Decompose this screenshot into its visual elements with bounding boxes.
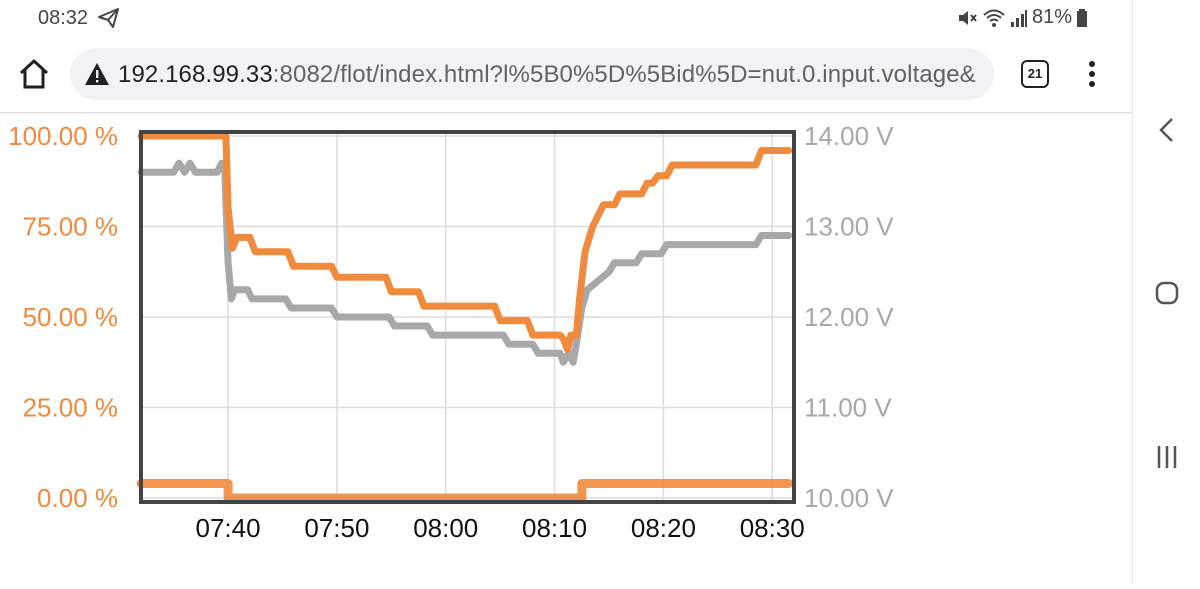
url-text[interactable]: 192.168.99.33:8082/flot/index.html?l%5B0… <box>118 61 976 89</box>
home-circle-icon[interactable] <box>1150 276 1184 310</box>
y-right-tick-label: 10.00 V <box>804 483 894 513</box>
y-right-tick-label: 12.00 V <box>804 302 894 332</box>
x-tick-label: 08:00 <box>413 513 478 543</box>
battery-icon <box>1077 8 1087 27</box>
url-path: :8082/flot/index.html?l%5B0%5D%5Bid%5D=n… <box>272 61 976 88</box>
battery-percent: 81% <box>1031 6 1072 28</box>
y-right-tick-label: 11.00 V <box>804 393 892 423</box>
home-icon[interactable] <box>18 58 50 90</box>
signal-icon <box>1010 9 1027 27</box>
browser-toolbar: 192.168.99.33:8082/flot/index.html?l%5B0… <box>0 36 1132 113</box>
status-series-line <box>136 479 794 503</box>
telegram-send-icon <box>98 8 119 28</box>
warning-icon[interactable] <box>84 62 110 86</box>
url-host: 192.168.99.33 <box>118 61 273 88</box>
chart-grid <box>141 132 794 502</box>
status-icons: 81% <box>956 6 1088 29</box>
chart-labels: 07:40 07:50 08:00 08:10 08:20 08:30 0.00 % 25.0… <box>8 121 894 543</box>
x-tick-label: 08:30 <box>740 513 805 543</box>
y-left-tick-label: 100.00 % <box>8 121 118 151</box>
back-icon[interactable] <box>1150 113 1184 147</box>
y-right-tick-label: 14.00 V <box>804 121 894 151</box>
x-tick-label: 08:20 <box>631 513 696 543</box>
mute-icon <box>958 10 977 25</box>
flot-chart: 07:40 07:50 08:00 08:10 08:20 08:30 0.00 % 25.0… <box>8 121 894 543</box>
y-left-tick-label: 0.00 % <box>37 483 118 513</box>
x-tick-label: 07:50 <box>304 513 369 543</box>
plot-frame <box>139 130 796 504</box>
y-left-tick-label: 50.00 % <box>23 302 118 332</box>
voltage-series-line <box>137 159 793 366</box>
chart-area: 07:40 07:50 08:00 08:10 08:20 08:30 0.00 % 25.0… <box>0 113 1132 584</box>
x-tick-label: 07:40 <box>196 513 261 543</box>
recent-apps-icon[interactable] <box>1150 440 1184 474</box>
y-left-tick-label: 25.00 % <box>23 393 118 423</box>
y-left-tick-label: 75.00 % <box>23 212 118 242</box>
tabs-icon[interactable]: 21 <box>1021 60 1049 88</box>
more-vert-icon[interactable] <box>1080 58 1104 90</box>
charge-series-line <box>137 132 793 354</box>
x-tick-label: 08:10 <box>522 513 587 543</box>
chart-series <box>136 132 794 503</box>
status-bar: 08:32 81% <box>0 0 1132 36</box>
address-bar[interactable]: 192.168.99.33:8082/flot/index.html?l%5B0… <box>70 48 994 100</box>
tab-count: 21 <box>1027 66 1043 81</box>
android-nav-bar <box>1132 0 1200 584</box>
status-time: 08:32 <box>38 7 89 29</box>
wifi-icon <box>983 9 1005 27</box>
y-right-tick-label: 13.00 V <box>804 212 894 242</box>
